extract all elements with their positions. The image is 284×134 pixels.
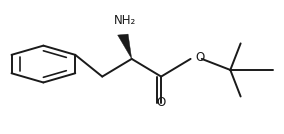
Text: O: O	[195, 51, 204, 64]
Polygon shape	[118, 34, 132, 59]
Text: O: O	[156, 96, 166, 109]
Text: NH₂: NH₂	[114, 14, 136, 27]
